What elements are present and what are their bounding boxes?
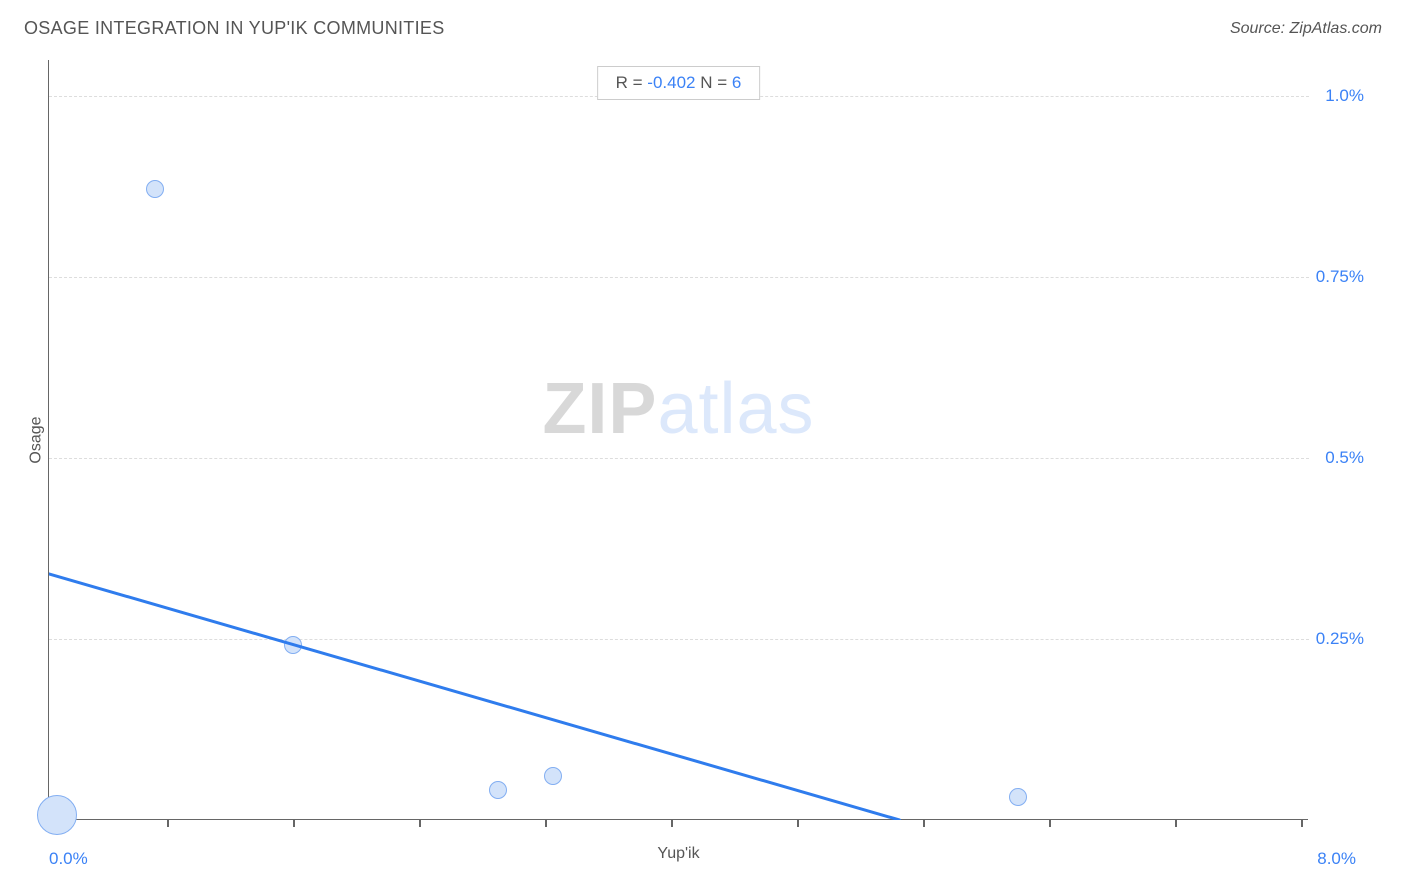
- y-axis-label: Osage: [28, 416, 46, 463]
- x-tick: [1049, 819, 1051, 827]
- gridline: [49, 639, 1309, 640]
- scatter-point: [1009, 788, 1027, 806]
- source-attribution: Source: ZipAtlas.com: [1230, 20, 1382, 38]
- x-tick: [1301, 819, 1303, 827]
- trendline: [49, 60, 1309, 820]
- y-tick-label: 0.25%: [1316, 629, 1364, 649]
- watermark-atlas: atlas: [657, 369, 814, 449]
- scatter-point: [146, 180, 164, 198]
- y-tick-label: 0.75%: [1316, 267, 1364, 287]
- x-tick: [167, 819, 169, 827]
- x-tick: [923, 819, 925, 827]
- scatter-point: [489, 781, 507, 799]
- x-tick: [797, 819, 799, 827]
- x-tick: [419, 819, 421, 827]
- r-value: -0.402: [647, 73, 695, 92]
- x-axis-label: Yup'ik: [657, 845, 699, 863]
- scatter-plot: ZIPatlas R = -0.402 N = 6 Osage Yup'ik 0…: [48, 60, 1308, 820]
- x-tick: [671, 819, 673, 827]
- scatter-point: [544, 767, 562, 785]
- watermark-zip: ZIP: [542, 369, 657, 449]
- scatter-point: [37, 795, 77, 835]
- chart-header: OSAGE INTEGRATION IN YUP'IK COMMUNITIES …: [24, 18, 1382, 39]
- stats-box: R = -0.402 N = 6: [597, 66, 761, 100]
- r-label: R =: [616, 73, 648, 92]
- gridline: [49, 277, 1309, 278]
- x-max-label: 8.0%: [1317, 849, 1356, 869]
- n-label: N =: [696, 73, 732, 92]
- x-min-label: 0.0%: [49, 849, 88, 869]
- x-tick: [545, 819, 547, 827]
- gridline: [49, 458, 1309, 459]
- n-value: 6: [732, 73, 741, 92]
- chart-title: OSAGE INTEGRATION IN YUP'IK COMMUNITIES: [24, 18, 445, 39]
- x-tick: [1175, 819, 1177, 827]
- y-tick-label: 1.0%: [1325, 86, 1364, 106]
- chart-area: ZIPatlas R = -0.402 N = 6 Osage Yup'ik 0…: [48, 60, 1358, 840]
- scatter-point: [284, 636, 302, 654]
- x-tick: [293, 819, 295, 827]
- watermark: ZIPatlas: [542, 368, 814, 450]
- y-tick-label: 0.5%: [1325, 448, 1364, 468]
